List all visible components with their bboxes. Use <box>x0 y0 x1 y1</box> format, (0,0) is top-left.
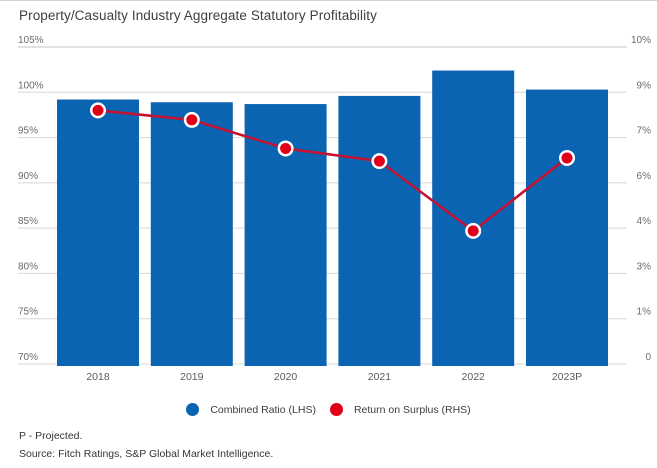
combined-ratio-dot-icon <box>186 403 200 416</box>
footnote-projected: P - Projected. <box>19 430 83 442</box>
left-axis-tick-label: 90% <box>18 171 38 182</box>
right-axis-tick-label: 7% <box>637 126 652 137</box>
right-axis-tick-label: 9% <box>637 80 652 91</box>
legend-label-return-on-surplus: Return on Surplus (RHS) <box>353 403 471 416</box>
left-axis-tick-label: 85% <box>18 216 38 227</box>
marker-dot <box>280 142 292 154</box>
bar-2019 <box>150 102 233 367</box>
right-axis-tick-label: 1% <box>637 307 652 318</box>
left-axis-tick-label: 80% <box>18 261 38 272</box>
chart-legend: Combined Ratio (LHS) Return on Surplus (… <box>0 403 657 416</box>
right-axis-tick-label: 0 <box>645 352 651 363</box>
right-axis-tick-label: 3% <box>637 261 652 272</box>
chart-title: Property/Casualty Industry Aggregate Sta… <box>19 8 377 23</box>
left-axis-tick-label: 75% <box>18 307 38 318</box>
bar-2023P <box>526 89 608 366</box>
right-axis-tick-label: 10% <box>631 35 651 46</box>
marker-dot <box>92 104 104 116</box>
legend-item-return-on-surplus: Return on Surplus (RHS) <box>329 403 471 416</box>
category-label-2023P: 2023P <box>552 371 582 383</box>
return-on-surplus-line <box>96 109 569 233</box>
category-label-2020: 2020 <box>274 371 298 383</box>
marker-dot <box>561 152 573 164</box>
right-axis-tick-label: 4% <box>637 216 652 227</box>
category-label-2022: 2022 <box>462 371 486 383</box>
left-axis-tick-label: 105% <box>18 35 44 46</box>
left-axis-tick-label: 100% <box>18 80 44 91</box>
bar-2018 <box>57 99 139 366</box>
category-label-2021: 2021 <box>368 371 392 383</box>
marker-dot <box>186 114 198 126</box>
marker-dot <box>373 155 385 167</box>
left-axis-tick-label: 70% <box>18 352 38 363</box>
footnote-source: Source: Fitch Ratings, S&P Global Market… <box>19 448 274 460</box>
right-axis-tick-label: 6% <box>637 171 652 182</box>
chart-canvas: 105% 10% 100% 9% 95% 7% 90% 6% 85% 4% 80% 3% 75% 1% 70… <box>18 35 652 383</box>
category-label-2018: 2018 <box>86 371 110 383</box>
bar-2022 <box>432 70 515 366</box>
category-label-2019: 2019 <box>180 371 204 383</box>
left-axis-tick-label: 95% <box>18 126 38 137</box>
return-on-surplus-dot-icon <box>329 403 343 416</box>
legend-label-combined-ratio: Combined Ratio (LHS) <box>210 403 316 416</box>
marker-dot <box>467 225 479 237</box>
legend-item-combined-ratio: Combined Ratio (LHS) <box>186 403 316 416</box>
bar-2021 <box>338 95 421 366</box>
